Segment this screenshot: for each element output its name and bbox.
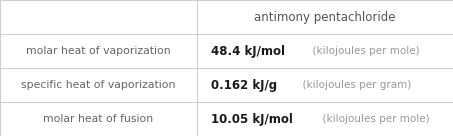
Text: molar heat of fusion: molar heat of fusion <box>43 114 154 124</box>
Text: (kilojoules per mole): (kilojoules per mole) <box>316 114 430 124</box>
Text: 0.162 kJ/g: 0.162 kJ/g <box>211 78 277 92</box>
Text: molar heat of vaporization: molar heat of vaporization <box>26 46 171 56</box>
Text: antimony pentachloride: antimony pentachloride <box>254 10 396 24</box>
Text: specific heat of vaporization: specific heat of vaporization <box>21 80 176 90</box>
Text: 10.05 kJ/mol: 10.05 kJ/mol <box>211 112 293 126</box>
Text: 48.4 kJ/mol: 48.4 kJ/mol <box>211 44 284 58</box>
Text: (kilojoules per mole): (kilojoules per mole) <box>306 46 420 56</box>
Text: (kilojoules per gram): (kilojoules per gram) <box>296 80 411 90</box>
